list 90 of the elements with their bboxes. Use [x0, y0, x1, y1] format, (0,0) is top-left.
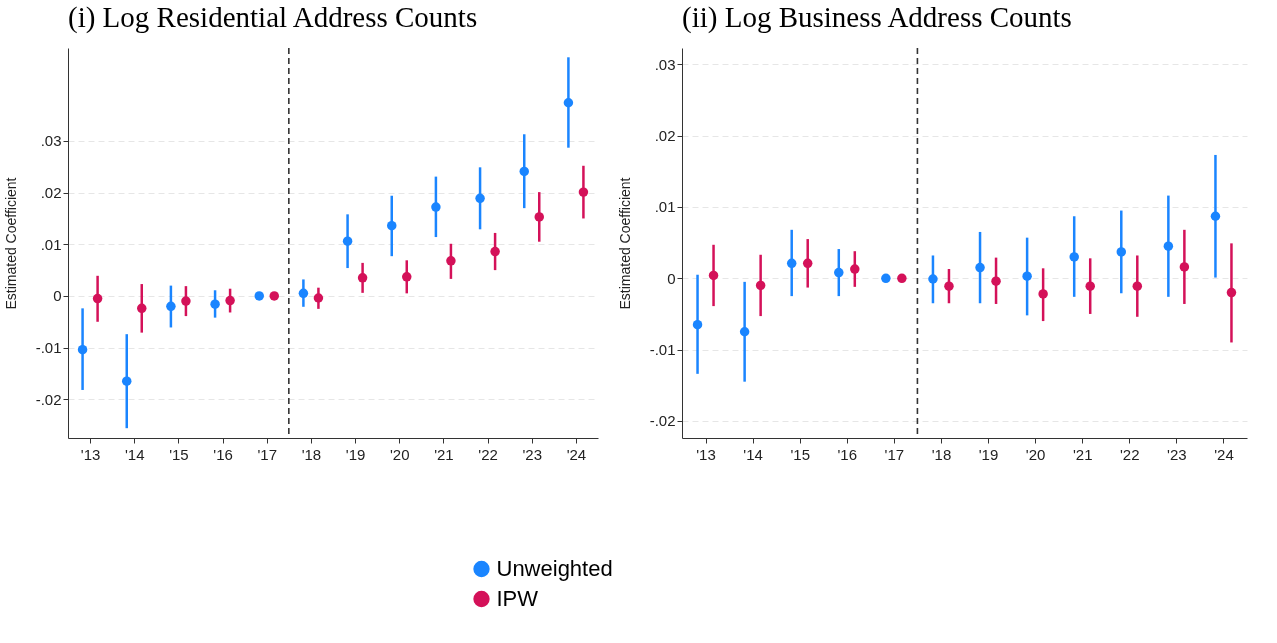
point: [475, 193, 485, 204]
x-tick-label: '20: [1025, 445, 1046, 463]
y-tick-label: .01: [40, 235, 62, 253]
y-tick-label: -.01: [35, 339, 62, 357]
point: [431, 202, 441, 212]
point: [1163, 241, 1174, 251]
point: [166, 301, 176, 312]
point: [739, 327, 750, 337]
point: [298, 288, 309, 299]
y-tick-label: .03: [654, 55, 676, 73]
x-tick-label: '14: [743, 445, 763, 463]
point: [122, 376, 132, 386]
point: [402, 272, 412, 282]
point: [1085, 281, 1095, 291]
point: [897, 273, 907, 284]
point: [991, 276, 1001, 286]
point: [692, 319, 703, 330]
point: [1038, 289, 1048, 299]
point: [1226, 287, 1237, 298]
x-tick-label: '20: [389, 445, 410, 463]
y-tick-label: -.01: [649, 341, 676, 359]
point: [387, 220, 397, 231]
point: [446, 256, 456, 266]
point: [786, 258, 797, 269]
point: [490, 246, 500, 257]
x-tick-label: '18: [301, 445, 322, 463]
point: [1022, 271, 1032, 281]
point: [254, 291, 264, 301]
x-tick-label: '23: [1167, 445, 1187, 463]
x-tick-label: '17: [257, 445, 278, 463]
y-tick-label: -.02: [649, 412, 676, 430]
x-tick-label: '15: [169, 445, 189, 463]
point: [357, 273, 368, 283]
chart-title: (i) Log Residential Address Counts: [68, 1, 478, 35]
point: [269, 291, 279, 301]
point: [881, 273, 891, 284]
point: [313, 293, 324, 303]
point: [342, 236, 353, 246]
point: [225, 295, 235, 306]
y-tick-label: -.02: [35, 390, 62, 408]
point: [1210, 211, 1221, 221]
point: [137, 303, 147, 314]
point: [563, 98, 574, 108]
point: [1132, 281, 1143, 291]
y-tick-label: .02: [654, 127, 676, 145]
x-tick-label: '14: [124, 445, 145, 463]
x-tick-label: '19: [978, 445, 999, 463]
y-axis-title: Estimated Coefficient: [616, 177, 633, 310]
chart-title: (ii) Log Business Address Counts: [682, 1, 1072, 35]
y-tick-label: .03: [40, 132, 62, 150]
y-tick-label: 0: [667, 269, 676, 287]
point: [77, 344, 88, 355]
y-tick-label: .02: [40, 184, 62, 202]
legend-label: IPW: [496, 586, 539, 611]
x-tick-label: '13: [696, 445, 716, 463]
x-tick-label: '24: [566, 445, 587, 463]
x-tick-label: '18: [931, 445, 952, 463]
x-tick-label: '22: [478, 445, 498, 463]
point: [975, 262, 985, 273]
point: [534, 212, 544, 222]
x-tick-label: '24: [1214, 445, 1234, 463]
point: [210, 299, 220, 309]
x-tick-label: '21: [434, 445, 454, 463]
point: [708, 270, 719, 281]
point: [850, 264, 860, 274]
point: [1069, 252, 1079, 262]
point: [181, 296, 191, 306]
point: [834, 267, 844, 278]
x-tick-label: '23: [522, 445, 543, 463]
x-tick-label: '16: [213, 445, 233, 463]
y-axis-title: Estimated Coefficient: [2, 177, 19, 310]
point: [1116, 247, 1127, 257]
y-tick-label: 0: [53, 287, 62, 305]
point: [578, 187, 589, 197]
point: [519, 166, 529, 177]
x-tick-label: '22: [1120, 445, 1140, 463]
point: [944, 281, 954, 291]
point: [802, 258, 813, 269]
point: [92, 293, 103, 304]
y-tick-label: .01: [654, 198, 676, 216]
x-tick-label: '19: [345, 445, 366, 463]
x-tick-label: '16: [837, 445, 858, 463]
x-tick-label: '17: [884, 445, 905, 463]
point: [755, 280, 766, 291]
point: [928, 274, 938, 284]
x-tick-label: '13: [80, 445, 101, 463]
legend-label: Unweighted: [496, 556, 613, 581]
x-tick-label: '21: [1072, 445, 1093, 463]
x-tick-label: '15: [790, 445, 810, 463]
point: [1179, 262, 1190, 272]
